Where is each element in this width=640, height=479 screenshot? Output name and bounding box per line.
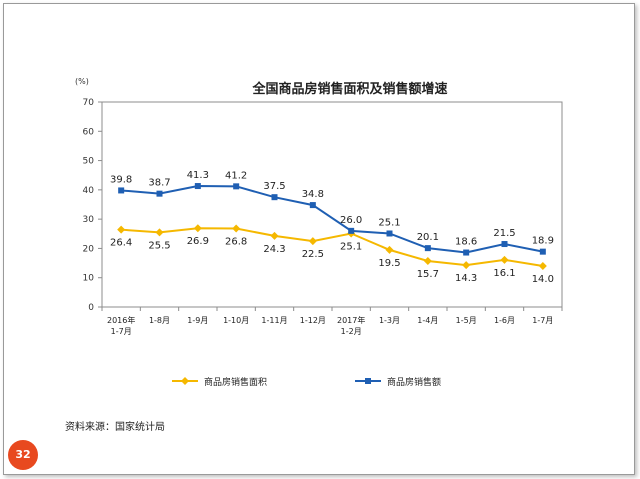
x-tick-label: 2016年 [107,315,135,325]
y-tick-label: 20 [83,244,95,254]
data-point-marker [118,187,125,194]
data-point-marker [155,228,164,237]
data-label: 41.2 [225,170,247,181]
data-label: 22.5 [302,249,324,260]
chart-title: 全国商品房销售面积及销售额增速 [252,82,448,97]
data-label: 39.8 [110,174,132,185]
data-point-marker [423,257,432,266]
data-label: 15.7 [417,269,439,280]
series-line-1 [121,227,543,267]
data-point-marker [309,202,316,209]
data-point-marker [463,249,470,256]
y-tick-label: 50 [83,157,95,167]
data-label: 26.8 [225,237,247,248]
legend-label: 商品房销售额 [387,376,441,388]
x-tick-label: 1-11月 [261,316,287,325]
data-label: 41.3 [187,170,209,181]
data-label: 24.3 [263,244,285,255]
x-tick-label: 1-6月 [494,316,515,325]
data-point-marker [232,224,241,233]
series-line-2 [121,185,544,254]
data-label: 26.0 [340,215,362,226]
data-point-marker [270,231,279,240]
data-label: 19.5 [378,258,400,269]
data-point-marker [385,245,394,254]
data-label: 25.5 [148,240,170,251]
data-point-marker [424,245,431,252]
data-point-marker [233,183,240,190]
y-tick-label: 60 [83,127,95,137]
data-point-marker [193,224,202,233]
x-tick-label: 1-4月 [417,316,438,325]
data-label: 25.1 [340,241,362,252]
legend-swatch-marker [365,378,371,384]
data-point-marker [117,225,126,234]
x-tick-label: 2017年 [337,315,365,325]
x-tick-label: 1-12月 [300,316,326,325]
data-label: 14.3 [455,273,477,284]
data-label: 18.9 [532,236,554,247]
data-label: 21.5 [493,228,515,239]
data-label: 18.6 [455,237,477,248]
data-label: 14.0 [532,274,554,285]
data-label: 34.8 [302,189,324,200]
x-tick-label: 1-5月 [456,316,477,325]
x-tick-label: 1-3月 [379,316,400,325]
data-point-marker [308,237,317,246]
data-point-marker [271,194,278,201]
data-point-marker [156,190,163,197]
x-tick-label: 1-10月 [223,316,249,325]
y-axis-unit-label: (%) [75,77,89,86]
data-point-marker [194,183,201,190]
y-tick-label: 30 [83,215,95,225]
data-label: 26.4 [110,238,132,249]
page-number-badge: 32 [8,440,38,470]
x-tick-label: 1-8月 [149,316,170,325]
x-tick-label: 1-2月 [341,327,362,336]
x-tick-label: 1-7月 [532,316,553,325]
y-tick-label: 10 [83,274,95,284]
data-label: 37.5 [263,181,285,192]
x-tick-label: 1-9月 [187,316,208,325]
data-point-marker [386,230,393,237]
data-label: 16.1 [493,268,515,279]
data-point-marker [539,248,546,255]
legend-label: 商品房销售面积 [204,376,267,388]
data-point-marker [462,261,471,270]
legend-swatch-marker [181,377,189,385]
y-tick-label: 70 [83,98,95,108]
y-tick-label: 0 [88,303,94,313]
data-label: 20.1 [417,232,439,243]
data-point-marker [348,227,355,234]
data-label: 25.1 [378,217,400,228]
y-tick-label: 40 [83,186,95,196]
data-label: 38.7 [148,178,170,189]
data-point-marker [500,255,509,264]
data-label: 26.9 [187,236,209,247]
source-note: 资料来源：国家统计局 [65,422,165,433]
data-point-marker [538,262,547,270]
x-tick-label: 1-7月 [111,327,132,336]
data-point-marker [501,241,508,248]
